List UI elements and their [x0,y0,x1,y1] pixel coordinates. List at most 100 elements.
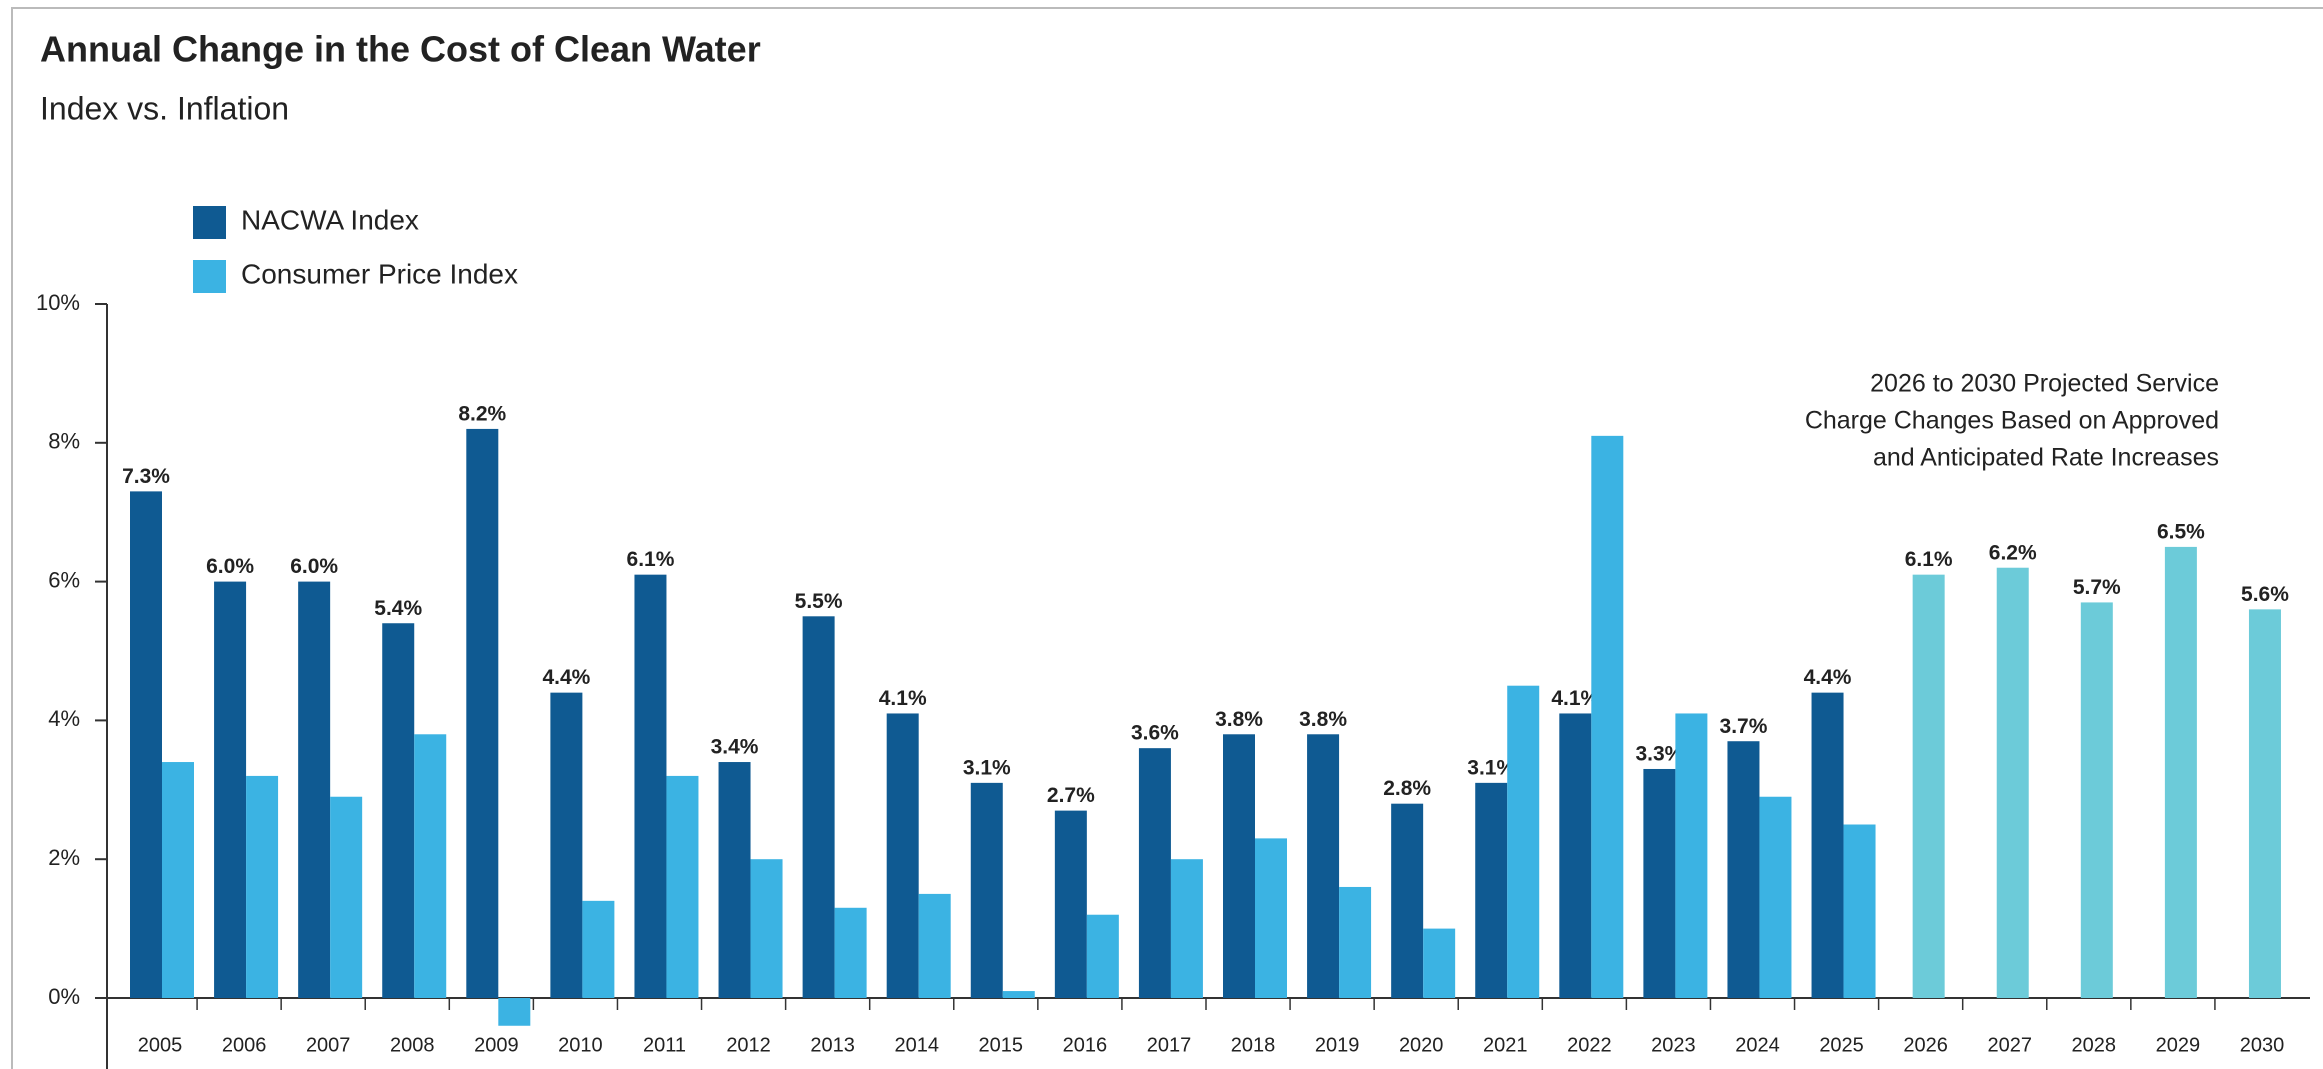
bar [1675,713,1708,998]
bar [1086,914,1119,998]
x-tick-label: 2021 [1483,1034,1528,1056]
data-label: 3.3% [1635,743,1683,766]
data-label: 6.1% [627,548,675,571]
bar [550,692,583,998]
x-tick-label: 2020 [1399,1034,1444,1056]
x-tick-label: 2014 [894,1034,939,1056]
data-label: 3.8% [1299,708,1347,731]
x-tick-label: 2017 [1147,1034,1192,1056]
bar [1912,574,1945,998]
data-label: 5.6% [2241,583,2289,606]
x-tick-label: 2029 [2156,1034,2201,1056]
bar [1138,748,1171,998]
x-tick-label: 2012 [726,1034,771,1056]
annotation: Charge Changes Based on Approved [1805,407,2219,435]
bar [666,775,699,998]
bar [1507,685,1540,998]
data-label: 3.1% [1467,756,1515,779]
x-tick-label: 2007 [306,1034,351,1056]
legend-swatch [193,260,226,293]
bar [1591,435,1624,998]
x-tick-label: 2030 [2240,1034,2285,1056]
bar [1391,803,1424,998]
bar [1475,782,1508,998]
bar [1339,886,1372,998]
bar [162,762,194,998]
chart-title: Annual Change in the Cost of Clean Water [40,29,761,70]
bar [750,859,783,998]
data-label: 2.8% [1383,777,1431,800]
x-tick-label: 2024 [1735,1034,1780,1056]
data-label: 3.8% [1215,708,1263,731]
bar [802,616,835,998]
bar [130,491,162,998]
bar [2080,602,2113,998]
bar [1727,741,1760,998]
bar [718,762,751,998]
bar [2164,546,2197,998]
bar [634,574,667,998]
data-label: 6.0% [206,555,254,578]
bar [1811,692,1844,998]
x-tick-label: 2008 [390,1034,435,1056]
x-tick-label: 2022 [1567,1034,1612,1056]
data-label: 3.4% [711,736,759,759]
y-tick-label: 6% [48,567,80,592]
data-label: 3.7% [1720,715,1768,738]
y-tick-label: 10% [36,290,80,315]
bar [582,900,615,998]
x-tick-label: 2026 [1903,1034,1948,1056]
data-label: 4.1% [879,687,927,710]
y-tick-label: 0% [48,984,80,1009]
legend-label: NACWA Index [241,204,419,235]
bar [918,893,951,998]
x-tick-label: 2015 [979,1034,1024,1056]
bar [1996,567,2029,998]
data-label: 5.4% [374,597,422,620]
x-tick-label: 2018 [1231,1034,1276,1056]
x-tick-label: 2011 [643,1034,686,1056]
bar [1002,991,1035,998]
bar [1843,824,1876,998]
bar [1643,768,1676,998]
x-tick-label: 2028 [2072,1034,2117,1056]
x-tick-label: 2013 [810,1034,855,1056]
frame [11,7,2323,1069]
bar [1423,928,1456,998]
data-label: 3.1% [963,756,1011,779]
bar [1759,796,1792,998]
bar [1255,838,1287,998]
bar [1170,859,1203,998]
x-tick-label: 2019 [1315,1034,1360,1056]
bar [1307,734,1340,998]
data-label: 6.0% [290,555,338,578]
data-label: 4.4% [542,666,590,689]
bar [298,581,331,998]
bar [886,713,919,998]
data-label: 6.2% [1989,541,2037,564]
bar [382,623,415,998]
x-tick-label: 2023 [1651,1034,1696,1056]
data-label: 4.4% [1804,666,1852,689]
bar [1223,734,1255,998]
data-label: 2.7% [1047,784,1095,807]
data-label: 5.5% [795,590,843,613]
annotation: 2026 to 2030 Projected Service [1870,370,2219,398]
data-label: 4.1% [1551,687,1599,710]
data-label: 6.5% [2157,520,2205,543]
x-tick-label: 2025 [1819,1034,1864,1056]
x-tick-label: 2009 [474,1034,519,1056]
x-tick-label: 2010 [558,1034,603,1056]
y-tick-label: 8% [48,429,80,454]
bar [466,428,499,998]
bar [246,775,279,998]
bar [214,581,247,998]
bar [1559,713,1592,998]
legend-label: Consumer Price Index [241,258,518,289]
x-tick-label: 2005 [138,1034,183,1056]
y-tick-label: 4% [48,706,80,731]
bar [1054,810,1087,998]
data-label: 7.3% [122,465,170,488]
bar [834,907,867,998]
x-tick-label: 2006 [222,1034,267,1056]
